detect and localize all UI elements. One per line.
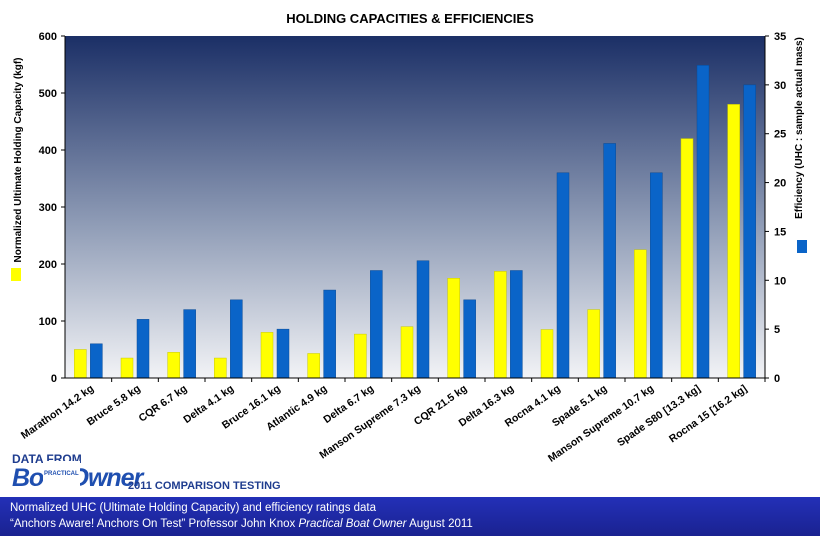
x-tick-label: Spade S80 [13.3 kg] bbox=[615, 383, 703, 449]
bar-uhc bbox=[587, 309, 600, 379]
bar-uhc bbox=[727, 104, 740, 379]
bar-efficiency bbox=[323, 289, 336, 379]
y2-tick-label: 20 bbox=[774, 178, 786, 190]
bar-efficiency bbox=[650, 172, 663, 379]
credit-block: DATA FROM PRACTICAL Boat Owner 2011 COMP… bbox=[12, 452, 312, 496]
footer-band: Normalized UHC (Ultimate Holding Capacit… bbox=[0, 497, 820, 536]
plot-area bbox=[65, 36, 765, 378]
bar-efficiency bbox=[696, 65, 710, 379]
y-tick-label: 300 bbox=[39, 202, 57, 214]
y-axis-label: Normalized Ultimate Holding Capacity (kg… bbox=[13, 57, 24, 262]
bar-efficiency bbox=[370, 270, 383, 379]
bar-uhc bbox=[634, 249, 647, 379]
bar-efficiency bbox=[510, 270, 523, 379]
left-axis: 0 100 200 300 400 500 600 bbox=[39, 31, 65, 385]
y-tick-label: 600 bbox=[39, 31, 57, 43]
legend-swatch-left bbox=[11, 268, 21, 281]
bar-uhc bbox=[354, 333, 367, 379]
bar-efficiency bbox=[556, 172, 570, 379]
footer-line2: “Anchors Aware! Anchors On Test” Profess… bbox=[10, 518, 473, 530]
footer-line1: Normalized UHC (Ultimate Holding Capacit… bbox=[10, 502, 377, 514]
y2-tick-label: 0 bbox=[774, 373, 780, 385]
x-tick-label: Rocna 15 [16.2 kg] bbox=[667, 383, 749, 446]
bar-uhc bbox=[307, 353, 320, 379]
y-tick-label: 200 bbox=[39, 259, 57, 271]
x-tick-label: CQR 6.7 kg bbox=[137, 383, 190, 425]
bar-uhc bbox=[260, 332, 274, 379]
bar-efficiency bbox=[603, 143, 616, 379]
y-tick-label: 500 bbox=[39, 88, 57, 100]
bar-uhc bbox=[400, 326, 414, 379]
y-tick-label: 400 bbox=[39, 145, 57, 157]
bar-uhc bbox=[447, 278, 460, 379]
bar-efficiency bbox=[416, 260, 430, 379]
y2-tick-label: 25 bbox=[774, 129, 786, 141]
y2-tick-label: 35 bbox=[774, 31, 786, 43]
x-tick-label: Marathon 14.2 kg bbox=[19, 383, 96, 442]
footer-line2-a: “Anchors Aware! Anchors On Test” Profess… bbox=[10, 518, 299, 530]
y-tick-label: 0 bbox=[51, 373, 57, 385]
chart-title: HOLDING CAPACITIES & EFFICIENCIES bbox=[286, 11, 534, 26]
y2-tick-label: 10 bbox=[774, 275, 786, 287]
footer-line2-b: Practical Boat Owner bbox=[298, 518, 407, 530]
bar-uhc bbox=[74, 349, 87, 379]
y2-tick-label: 30 bbox=[774, 80, 786, 92]
y-tick-label: 100 bbox=[39, 316, 57, 328]
bar-efficiency bbox=[276, 328, 290, 379]
y2-axis-label: Efficiency (UHC : sample actual mass) bbox=[794, 37, 805, 219]
bar-uhc bbox=[120, 357, 134, 379]
testing-label: 2011 COMPARISON TESTING bbox=[128, 480, 281, 492]
bar-uhc bbox=[214, 357, 227, 379]
legend-swatch-right bbox=[797, 240, 807, 253]
footer-line2-c: August 2011 bbox=[406, 518, 473, 530]
bar-uhc bbox=[680, 138, 694, 379]
y2-tick-label: 5 bbox=[774, 324, 780, 336]
bar-efficiency bbox=[136, 319, 150, 379]
bar-uhc bbox=[494, 271, 507, 379]
magazine-logo: PRACTICAL Boat Owner bbox=[12, 461, 143, 492]
bar-uhc bbox=[540, 329, 554, 379]
magazine-logo-small: PRACTICAL bbox=[43, 461, 80, 488]
bar-uhc bbox=[167, 352, 180, 379]
y2-tick-label: 15 bbox=[774, 226, 786, 238]
bar-efficiency bbox=[230, 299, 243, 379]
bar-series bbox=[74, 65, 756, 379]
bar-efficiency bbox=[463, 299, 476, 379]
bar-efficiency bbox=[183, 309, 196, 379]
bar-efficiency bbox=[743, 84, 756, 379]
right-axis: 0 5 10 15 20 25 30 35 bbox=[765, 31, 786, 385]
bar-efficiency bbox=[90, 343, 103, 379]
